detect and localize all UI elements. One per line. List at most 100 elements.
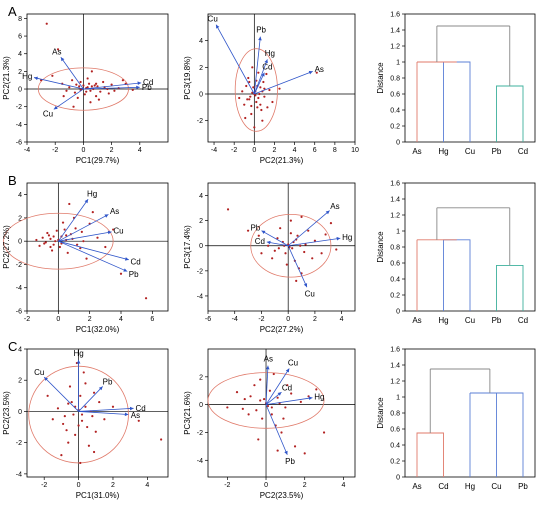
- data-point: [119, 272, 123, 275]
- data-point: [291, 247, 294, 250]
- data-point: [49, 245, 52, 249]
- vector-arrowhead: [308, 396, 313, 401]
- y-tick-label: -2: [16, 440, 22, 447]
- data-point: [68, 385, 72, 388]
- data-point: [238, 96, 241, 100]
- data-point: [65, 429, 68, 432]
- vector-arrowhead: [34, 76, 38, 81]
- data-point: [70, 400, 73, 404]
- data-point: [46, 394, 49, 397]
- data-point: [84, 405, 87, 408]
- y-tick-label: 0.2: [390, 124, 400, 131]
- x-tick-label: -4: [211, 147, 217, 154]
- loading-vector-cu: [265, 368, 290, 405]
- vector-label: Cu: [208, 15, 218, 24]
- vector-arrowhead: [124, 257, 129, 261]
- y-tick-label: 1.4: [390, 197, 400, 204]
- data-point: [79, 394, 82, 397]
- vector-label: Pb: [129, 270, 139, 279]
- leaf-label: Hg: [465, 482, 475, 491]
- data-point: [82, 240, 85, 243]
- data-point: [262, 80, 265, 84]
- data-point: [102, 80, 105, 84]
- data-point: [226, 208, 230, 211]
- leaf-label: As: [412, 147, 421, 156]
- x-tick-label: 4: [138, 147, 142, 154]
- plot-frame: [207, 182, 356, 312]
- leaf-label: Cd: [518, 316, 528, 325]
- x-tick-label: -2: [224, 482, 230, 489]
- y-axis-label: Distance: [376, 397, 385, 429]
- x-tick-label: -2: [258, 316, 264, 323]
- data-point: [272, 372, 275, 376]
- data-point: [68, 86, 71, 89]
- y-tick-label: 0.6: [390, 427, 400, 434]
- data-point: [293, 445, 297, 448]
- data-point: [137, 419, 140, 422]
- y-axis-label: PC3(19.8%): [183, 56, 192, 100]
- data-point: [87, 444, 91, 447]
- data-point: [62, 94, 65, 98]
- data-point: [38, 244, 41, 247]
- vector-arrowhead: [84, 199, 89, 204]
- data-point: [67, 402, 70, 405]
- loading-vector-cu: [215, 24, 255, 95]
- vector-label: Cd: [282, 384, 292, 393]
- confidence-ellipse: [37, 67, 129, 111]
- data-point: [303, 250, 306, 254]
- y-tick-label: 1: [396, 229, 400, 236]
- vector-label: As: [110, 207, 119, 216]
- leaf-label: As: [412, 482, 421, 491]
- x-axis-label: PC1(32.0%): [76, 325, 120, 334]
- y-axis-label: PC2(27.2%): [2, 225, 11, 269]
- y-axis-label: Distance: [376, 231, 385, 263]
- data-point: [266, 106, 269, 109]
- data-point: [335, 248, 338, 251]
- data-point: [250, 112, 253, 116]
- data-point: [61, 221, 65, 224]
- y-tick-label: 0: [396, 309, 400, 316]
- data-point: [41, 236, 44, 239]
- data-point: [90, 70, 93, 73]
- vector-arrowhead: [124, 412, 129, 417]
- data-point: [276, 396, 279, 399]
- data-point: [279, 227, 282, 230]
- vector-arrowhead: [265, 365, 270, 370]
- x-tick-label: 6: [313, 147, 317, 154]
- data-point: [329, 222, 333, 225]
- y-tick-label: 0.2: [390, 459, 400, 466]
- y-tick-label: 6: [18, 34, 22, 41]
- data-point: [86, 77, 89, 80]
- vector-label: Pb: [285, 457, 295, 466]
- y-tick-label: 0.8: [390, 76, 400, 83]
- data-point: [89, 89, 92, 92]
- data-point: [260, 108, 263, 112]
- data-point: [271, 257, 274, 260]
- cluster-link: [443, 61, 471, 142]
- data-point: [266, 404, 270, 408]
- data-point: [304, 243, 307, 246]
- x-tick-label: 2: [303, 482, 307, 489]
- data-point: [278, 87, 281, 90]
- data-point: [284, 406, 287, 409]
- leaf-label: Pb: [492, 147, 502, 156]
- data-point: [80, 413, 84, 416]
- x-tick-label: 6: [150, 316, 154, 323]
- x-tick-label: 4: [145, 482, 149, 489]
- confidence-ellipse: [234, 48, 278, 132]
- y-tick-label: 0: [199, 243, 203, 250]
- loading-vector-pb: [265, 404, 288, 455]
- y-tick-label: 2: [18, 69, 22, 76]
- data-point: [73, 91, 77, 94]
- data-point: [251, 66, 254, 69]
- data-point: [79, 80, 82, 84]
- y-tick-label: -4: [16, 285, 22, 292]
- data-point: [246, 98, 249, 101]
- vector-label: Pb: [142, 83, 152, 92]
- data-point: [43, 242, 46, 245]
- data-point: [62, 422, 65, 426]
- loading-vector-cu: [53, 88, 84, 110]
- data-point: [121, 79, 124, 82]
- data-point: [246, 229, 250, 232]
- vector-label: Cd: [143, 78, 153, 87]
